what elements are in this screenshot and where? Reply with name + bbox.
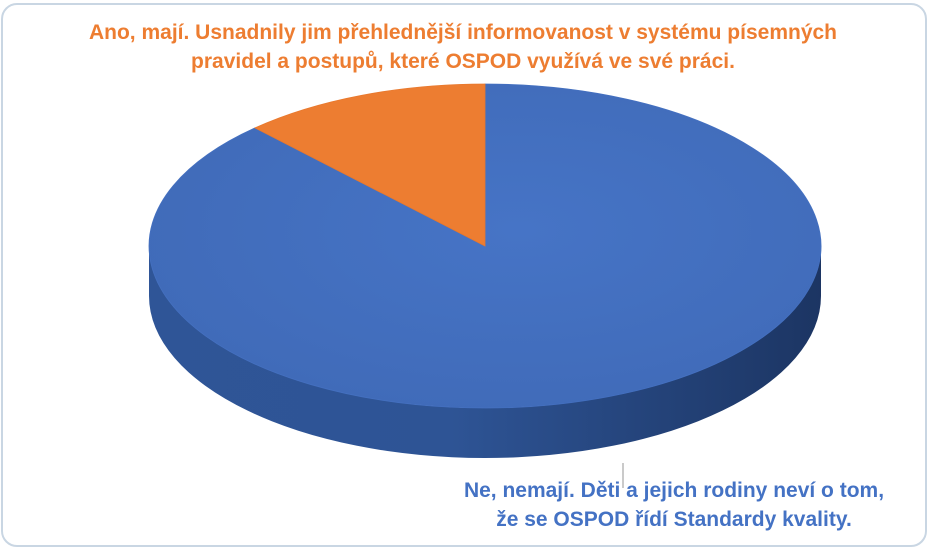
label-ne: Ne, nemají. Děti a jejich rodiny neví o …: [425, 476, 923, 534]
label-ano-line1: Ano, mají. Usnadnily jim přehlednější in…: [88, 21, 838, 44]
label-ne-line1: Ne, nemají. Děti a jejich rodiny neví o …: [463, 479, 885, 502]
pie-slice-ano: [254, 83, 486, 247]
pie-slice-side-1: [149, 246, 821, 458]
label-ano: Ano, mají. Usnadnily jim přehlednější in…: [0, 18, 926, 76]
label-ne-line2: že se OSPOD řídí Standardy kvality.: [496, 508, 852, 531]
label-ano-line2: pravidel a postupů, které OSPOD využívá …: [191, 50, 735, 73]
